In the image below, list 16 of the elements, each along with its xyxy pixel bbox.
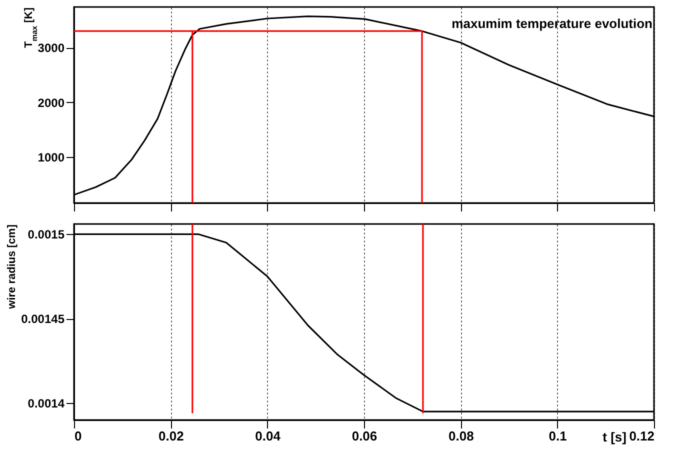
- y-tick-label: 0.0014: [28, 396, 65, 411]
- x-tick-label: 0.1: [548, 428, 567, 444]
- x-tick-label: 0.12: [629, 428, 654, 444]
- x-tick-label: 0.02: [158, 428, 184, 444]
- x-tick-label: 0.06: [352, 428, 378, 444]
- y-axis-title: wire radius [cm]: [6, 224, 18, 310]
- y-tick-label: 3000: [38, 41, 65, 56]
- x-axis-title: t [s]: [602, 430, 626, 444]
- y-tick-label: 0.0015: [28, 228, 65, 242]
- x-tick-label: 0.04: [255, 428, 282, 444]
- y-tick-label: 0.00145: [21, 312, 65, 326]
- x-tick-label: 0: [74, 428, 82, 444]
- text: maxumim temperature evolution: [452, 16, 653, 31]
- y-tick-label: 1000: [38, 150, 65, 165]
- y-tick-label: 2000: [38, 96, 65, 110]
- x-tick-label: 0.08: [448, 428, 474, 444]
